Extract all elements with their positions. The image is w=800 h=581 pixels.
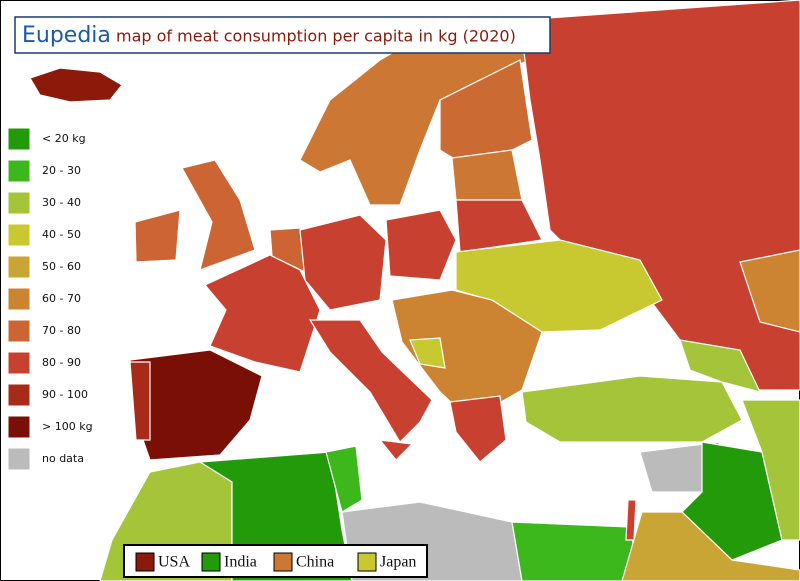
comparison-swatch — [201, 552, 221, 572]
legend-label: < 20 kg — [42, 132, 86, 145]
legend-label: 40 - 50 — [42, 228, 81, 241]
comparison-swatch — [357, 552, 377, 572]
legend-label: > 100 kg — [42, 420, 93, 433]
comparison-label: Japan — [380, 554, 416, 571]
legend-swatch — [7, 287, 31, 311]
legend-swatch — [7, 351, 31, 375]
comparison-swatch — [135, 552, 155, 572]
legend-label: no data — [42, 452, 84, 465]
legend-label: 90 - 100 — [42, 388, 88, 401]
comparison-label: China — [296, 554, 334, 571]
legend-swatch — [7, 255, 31, 279]
legend-swatch — [7, 319, 31, 343]
legend-swatch — [7, 223, 31, 247]
comparison-label: India — [224, 554, 257, 571]
comparison-swatch — [273, 552, 293, 572]
countries — [29, 0, 800, 581]
legend-swatch — [7, 127, 31, 151]
legend-label: 70 - 80 — [42, 324, 81, 337]
legend-label: 30 - 40 — [42, 196, 81, 209]
brand: Eupedia — [22, 23, 111, 48]
legend-swatch — [7, 159, 31, 183]
title: map of meat consumption per capita in kg… — [116, 27, 516, 46]
comparison-label: USA — [158, 554, 190, 571]
legend-label: 50 - 60 — [42, 260, 81, 273]
legend-label: 80 - 90 — [42, 356, 81, 369]
legend-swatch — [7, 191, 31, 215]
legend-swatch — [7, 383, 31, 407]
legend-label: 60 - 70 — [42, 292, 81, 305]
legend-swatch — [7, 415, 31, 439]
watermark: © Eupedia.com — [379, 476, 481, 491]
title-box — [14, 16, 551, 54]
legend-swatch — [7, 447, 31, 471]
legend-label: 20 - 30 — [42, 164, 81, 177]
